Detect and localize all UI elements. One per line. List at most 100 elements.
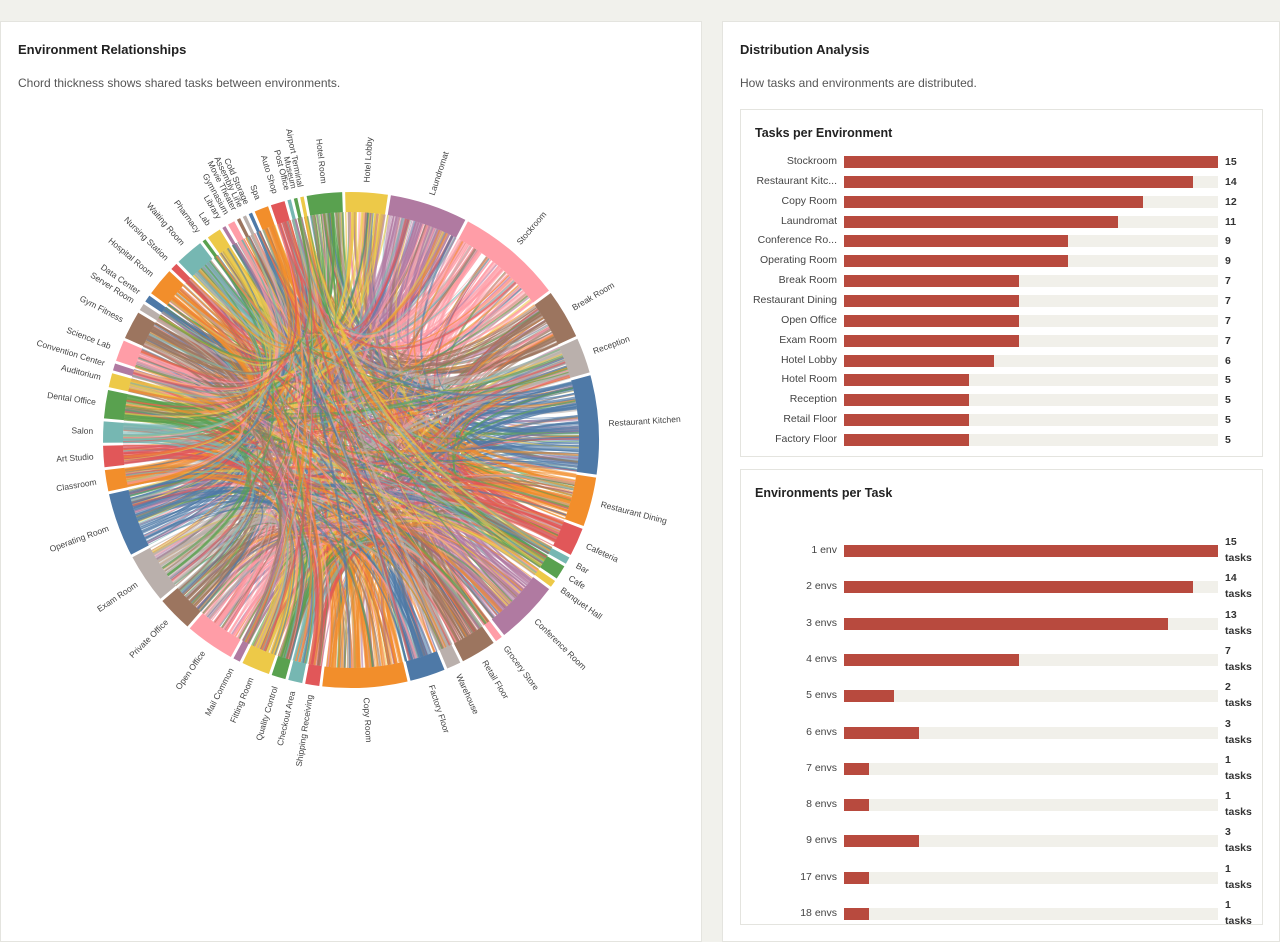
chord-ribbon xyxy=(166,255,275,577)
chord-ribbon xyxy=(263,222,314,652)
bar-track xyxy=(844,195,1218,208)
chord-arc xyxy=(553,521,583,555)
bar-row: Exam Room 7 xyxy=(741,331,1262,351)
bar xyxy=(844,314,1019,327)
bar-row: 17 envs 1 tasks xyxy=(741,863,1262,891)
bar-label: Operating Room xyxy=(759,254,837,267)
bar-track xyxy=(844,374,1218,387)
chord-ribbon xyxy=(146,337,494,619)
chord-arc xyxy=(540,556,565,579)
chord-arc xyxy=(270,201,290,225)
bar-value-group: 3 tasks xyxy=(1225,716,1252,748)
chord-arc xyxy=(439,644,461,669)
chord-label: Retail Floor xyxy=(480,658,511,701)
chord-label: Cafeteria xyxy=(584,541,620,564)
chord-ribbon xyxy=(123,457,487,625)
bar-label: 4 envs xyxy=(806,652,837,665)
chord-ribbon xyxy=(126,266,263,481)
bar-row: 9 envs 3 tasks xyxy=(741,826,1262,854)
chord-label: Fitting Room xyxy=(228,676,256,724)
bar xyxy=(844,835,919,848)
bar-value-unit: tasks xyxy=(1225,660,1252,673)
bar-value-unit: tasks xyxy=(1225,878,1252,891)
bar-value: 1 xyxy=(1225,862,1231,875)
bar-track xyxy=(844,690,1218,703)
bar xyxy=(844,215,1119,228)
chord-arc xyxy=(559,338,590,378)
panel-title: Environments per Task xyxy=(755,486,893,500)
bar-value: 14 xyxy=(1225,572,1237,585)
chord-ribbon xyxy=(245,430,579,643)
bar xyxy=(844,175,1194,188)
chord-ribbon xyxy=(151,227,293,551)
chord-ribbon xyxy=(132,476,563,529)
bar-track xyxy=(844,908,1218,920)
bar xyxy=(844,653,1019,666)
chord-label: Factory Floor xyxy=(427,684,452,735)
chord-arc xyxy=(207,229,231,254)
bar-row: Hotel Room 5 xyxy=(741,370,1262,390)
bar-value-group: 7 xyxy=(1225,293,1231,309)
bar-value: 3 xyxy=(1225,826,1231,839)
bar-value: 13 xyxy=(1225,608,1237,621)
chord-ribbon xyxy=(172,368,568,584)
bar-row: 7 envs 1 tasks xyxy=(741,754,1262,782)
bar-label: 17 envs xyxy=(800,870,837,883)
bar-label: 5 envs xyxy=(806,689,837,702)
bar xyxy=(844,255,1069,268)
chord-arc xyxy=(287,199,296,220)
bar-track xyxy=(844,653,1218,666)
bar-label: 8 envs xyxy=(806,798,837,811)
chord-arc xyxy=(387,195,466,238)
bar xyxy=(844,235,1069,248)
bar-value: 7 xyxy=(1225,644,1231,657)
bar-label: 2 envs xyxy=(806,580,837,593)
chord-ribbon xyxy=(134,216,398,514)
environments-per-task-panel: Environments per Task 1 env 15 tasks 2 envs… xyxy=(740,469,1263,927)
chord-arc xyxy=(242,645,276,675)
chord-ribbon xyxy=(244,226,307,643)
chord-arc xyxy=(254,206,275,230)
bar-track xyxy=(844,354,1218,367)
tasks-per-environment-panel: Tasks per Environment Stockroom 15 Restaur… xyxy=(740,109,1263,457)
bar-label: Retail Floor xyxy=(783,413,837,426)
chord-arc xyxy=(104,467,128,492)
bar-row: Stockroom 15 xyxy=(741,152,1262,172)
chord-arc xyxy=(322,661,408,688)
chord-arc xyxy=(293,197,302,219)
chord-arc xyxy=(222,226,236,246)
chord-ribbon xyxy=(252,233,410,661)
chord-ribbon xyxy=(305,216,551,552)
chord-ribbon xyxy=(124,248,272,418)
bar-value-group: 15 tasks xyxy=(1225,534,1252,566)
chord-arc xyxy=(116,340,143,368)
bar-value: 5 xyxy=(1225,374,1231,387)
bar-row: 2 envs 14 tasks xyxy=(741,572,1262,600)
chord-ribbon xyxy=(194,273,550,553)
bar-label: Factory Floor xyxy=(775,432,837,445)
bar-value-group: 7 tasks xyxy=(1225,643,1252,675)
bar-track xyxy=(844,414,1218,427)
chord-arc xyxy=(453,626,494,662)
bar-track xyxy=(844,175,1218,188)
chord-ribbon xyxy=(282,222,411,661)
chord-ribbon xyxy=(205,534,442,651)
chord-ribbon xyxy=(122,438,482,629)
chord-arc xyxy=(109,489,149,555)
bar xyxy=(844,294,1019,307)
chord-arc xyxy=(171,263,191,283)
chord-ribbon xyxy=(123,423,255,593)
bar-label: Hotel Lobby xyxy=(780,353,837,366)
bar-track xyxy=(844,334,1218,347)
chord-label: Gym Fitness xyxy=(78,293,125,324)
bar-track xyxy=(844,235,1218,248)
bar-track xyxy=(844,433,1218,446)
card-title: Distribution Analysis xyxy=(740,42,870,57)
bar-row: 6 envs 3 tasks xyxy=(741,718,1262,746)
bar xyxy=(844,617,1169,630)
chord-arc xyxy=(571,375,599,475)
chord-arc xyxy=(458,221,549,303)
bar-row: Restaurant Kitc... 14 xyxy=(741,172,1262,192)
bar-label: Conference Ro... xyxy=(757,234,837,247)
bar xyxy=(844,726,919,739)
